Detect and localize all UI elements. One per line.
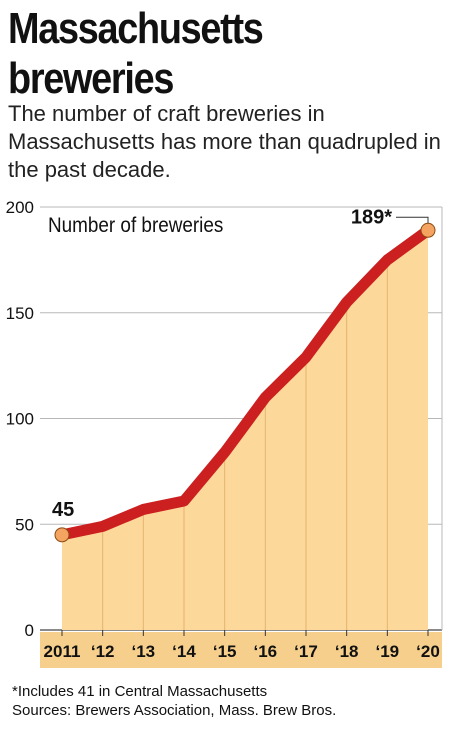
x-tick-label: ‘18: [335, 642, 359, 661]
y-tick-label: 100: [6, 410, 34, 429]
sources-line: Sources: Brewers Association, Mass. Brew…: [12, 702, 337, 719]
footnotes: *Includes 41 in Central Massachusetts So…: [12, 682, 442, 720]
x-tick-label: ‘15: [213, 642, 237, 661]
title-line-2: breweries: [8, 54, 174, 103]
x-tick-label: ‘20: [416, 642, 440, 661]
x-tick-label: ‘12: [91, 642, 115, 661]
y-tick-label: 50: [15, 515, 34, 534]
title-line-1: Massachusetts: [8, 4, 264, 53]
x-tick-label: 2011: [44, 642, 81, 661]
x-axis-band: [40, 632, 442, 668]
x-tick-label: ‘14: [172, 642, 196, 661]
line-series: [56, 224, 434, 541]
end-marker: [420, 222, 436, 238]
x-tick-label: ‘13: [132, 642, 156, 661]
x-axis-ticks: 2011 ‘12 ‘13 ‘14 ‘15 ‘16 ‘17 ‘18 ‘19 ‘20: [44, 630, 440, 661]
end-marker: [54, 527, 70, 543]
chart-title: Massachusetts breweries: [8, 4, 383, 104]
y-tick-label: 150: [6, 304, 34, 323]
footnote: *Includes 41 in Central Massachusetts: [12, 683, 268, 700]
end-markers: [54, 222, 436, 543]
data-annotations: 45 189*: [52, 206, 429, 521]
data-label: 45: [52, 499, 74, 521]
x-tick-label: ‘19: [376, 642, 400, 661]
y-tick-label: 200: [6, 198, 34, 217]
chart-subtitle: The number of craft breweries in Massach…: [8, 101, 441, 182]
data-label: 189*: [351, 206, 392, 228]
y-axis-ticks: 0 50 100 150 200: [6, 198, 34, 640]
x-tick-label: ‘16: [254, 642, 278, 661]
series-line: [56, 224, 434, 541]
annotation-leader: [396, 216, 429, 224]
breweries-area-chart: 0 50 100 150 200 Number of breweries 2011 ‘12…: [6, 198, 443, 668]
x-tick-label: ‘17: [294, 642, 318, 661]
x-axis-band-rect: [40, 632, 442, 668]
y-tick-label: 0: [25, 621, 34, 640]
y-axis-label: Number of breweries: [48, 214, 223, 237]
